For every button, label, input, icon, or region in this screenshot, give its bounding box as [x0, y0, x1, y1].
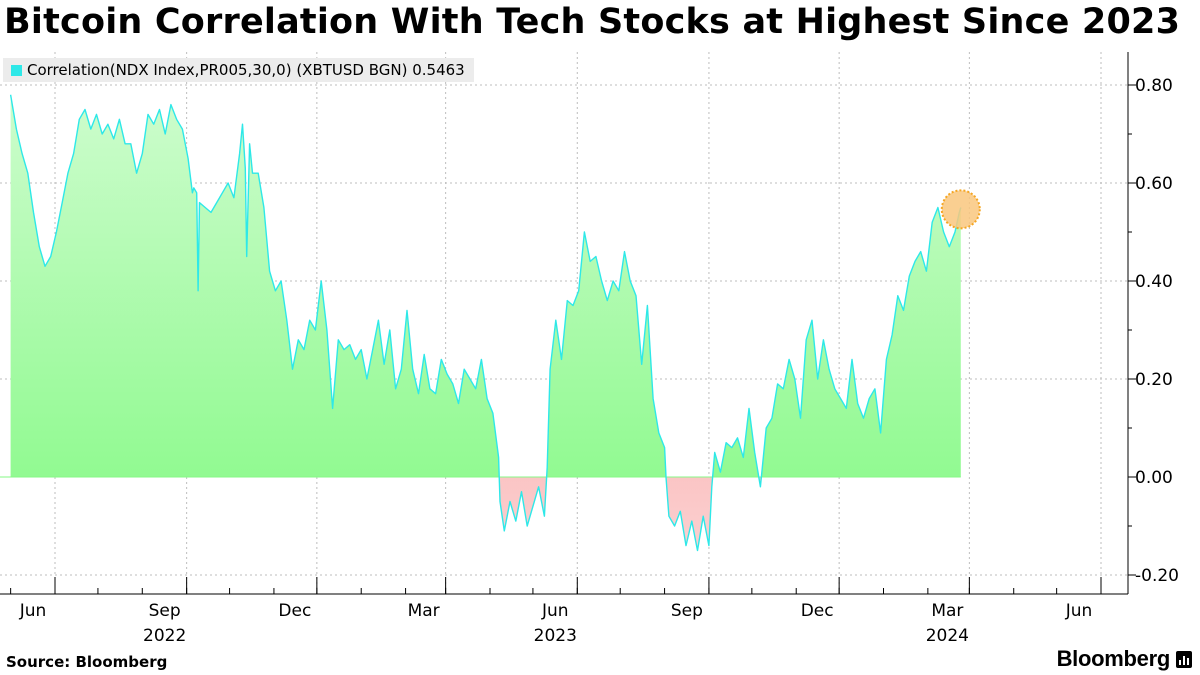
- y-tick-label: 0.40: [1135, 272, 1173, 292]
- x-tick-label: Mar: [408, 601, 440, 621]
- x-tick-label: Sep: [671, 601, 703, 621]
- x-tick-label: Jun: [541, 601, 569, 621]
- x-year-label: 2022: [143, 626, 186, 646]
- x-tick-label: Dec: [278, 601, 311, 621]
- legend: Correlation(NDX Index,PR005,30,0) (XBTUS…: [3, 58, 474, 82]
- x-tick-label: Dec: [801, 601, 834, 621]
- positive-area-fill: [10, 94, 961, 477]
- highlight-layer: [940, 189, 981, 230]
- area-fills: [0, 94, 961, 551]
- x-tick-label: Sep: [149, 601, 181, 621]
- series-line-layer: [9, 94, 962, 552]
- y-tick-label: 0.60: [1135, 174, 1173, 194]
- chart-title: Bitcoin Correlation With Tech Stocks at …: [4, 2, 1181, 42]
- legend-last-value: 0.5463: [412, 61, 465, 79]
- legend-swatch: [11, 64, 22, 76]
- x-tick-label: Jun: [1065, 601, 1093, 621]
- x-tick-label: Mar: [931, 601, 963, 621]
- bloomberg-logo: Bloomberg: [1057, 646, 1192, 672]
- axes: 0.80 0.60 0.40 0.20 0.00 -0.20 Jun Sep Dec Mar Jun…: [0, 52, 1179, 646]
- y-tick-label: 0.20: [1135, 370, 1173, 390]
- y-tick-label: 0.80: [1135, 76, 1173, 96]
- x-tick-label: Jun: [19, 601, 47, 621]
- y-tick-label: -0.20: [1135, 566, 1179, 586]
- y-tick-label: 0.00: [1135, 468, 1173, 488]
- source-note: Source: Bloomberg: [6, 653, 168, 671]
- legend-series-name: Correlation(NDX Index,PR005,30,0) (XBTUS…: [27, 61, 408, 79]
- bar-chart-icon: [1176, 650, 1192, 668]
- latest-value-highlight: [940, 189, 981, 230]
- brand-name: Bloomberg: [1056, 646, 1171, 671]
- series-line: [9, 94, 962, 552]
- x-year-label: 2024: [926, 626, 969, 646]
- x-year-label: 2023: [534, 626, 577, 646]
